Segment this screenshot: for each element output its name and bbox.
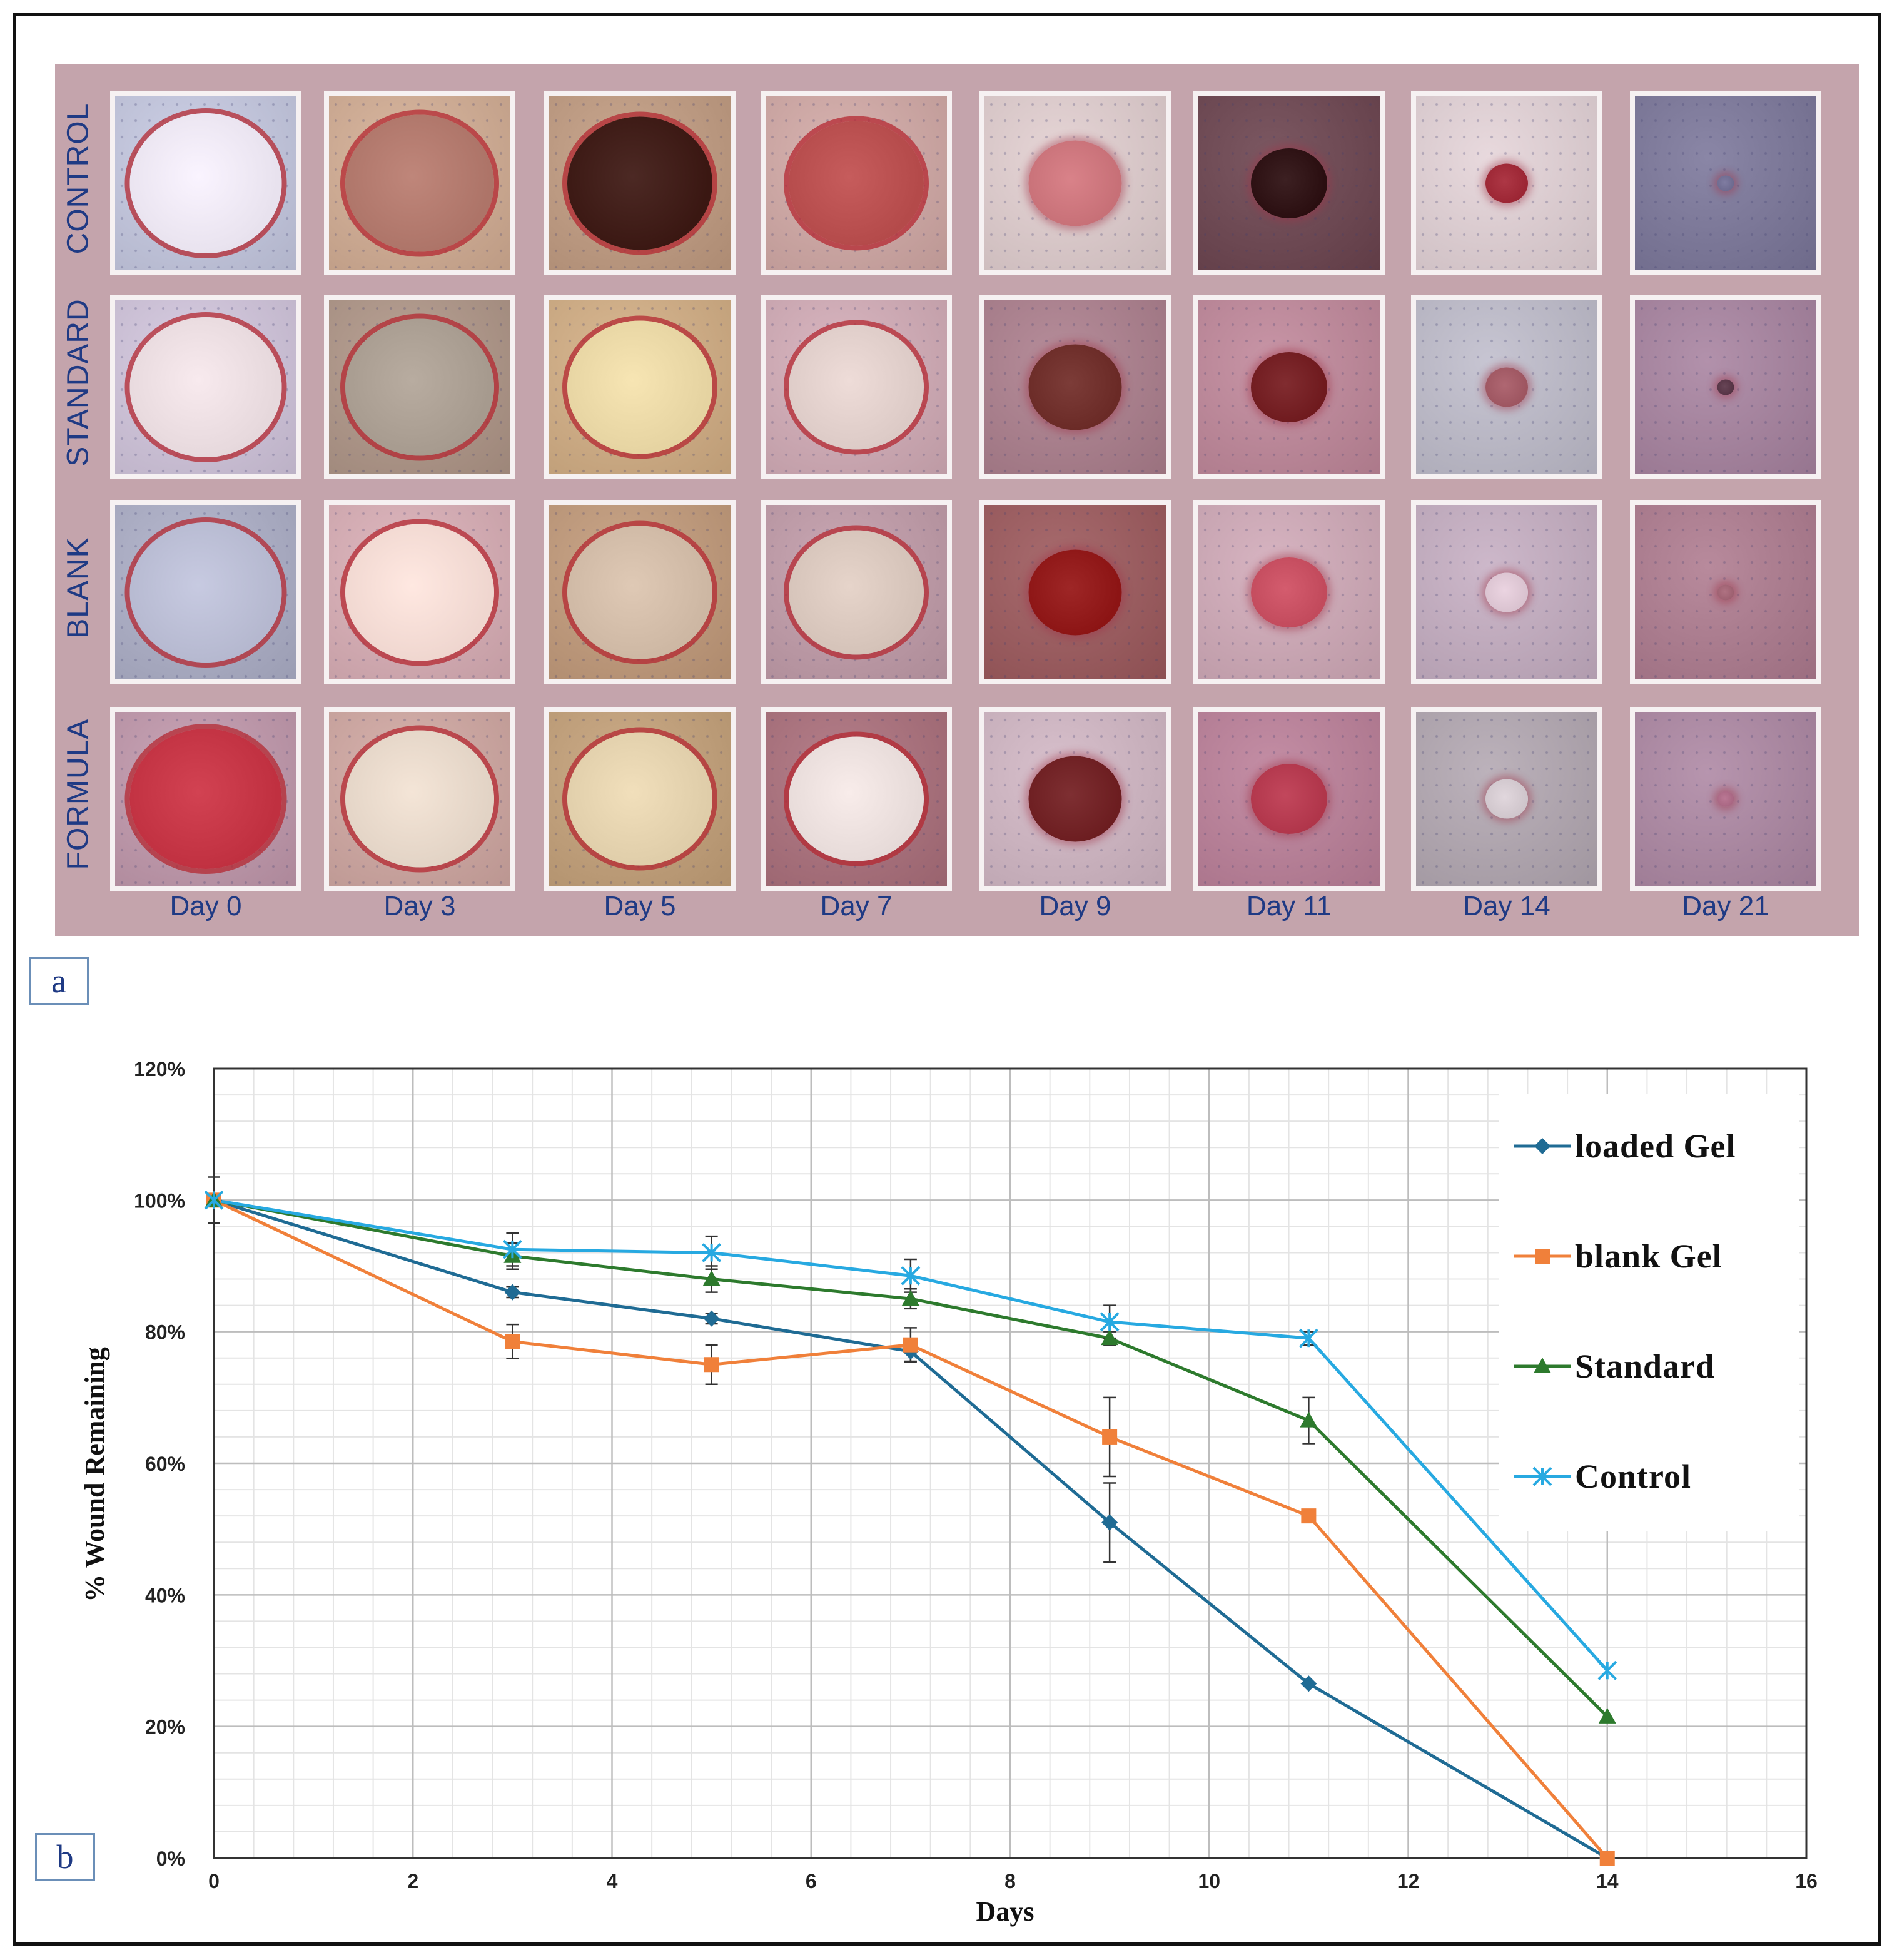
y-tick-label: 0% <box>156 1847 185 1870</box>
wound-photo-standard-day-0 <box>110 295 301 479</box>
day-label-day-0: Day 0 <box>169 891 242 922</box>
wound-photo-standard-day-7 <box>761 295 952 479</box>
wound-photo-standard-day-3 <box>324 295 515 479</box>
legend-marker <box>1535 1249 1550 1264</box>
data-point-loaded-gel <box>1300 1675 1317 1692</box>
wound-photo-formula-day-0 <box>110 707 301 891</box>
wound-photo-control-day-0 <box>110 91 301 275</box>
legend-box <box>1499 1094 1799 1531</box>
data-point-blank-gel <box>1301 1508 1317 1524</box>
day-label-day-14: Day 14 <box>1463 891 1550 922</box>
wound-photo-formula-day-5 <box>544 707 736 891</box>
x-axis-title: Days <box>976 1896 1034 1927</box>
y-tick-label: 20% <box>145 1716 185 1739</box>
wound-photo-standard-day-14 <box>1411 295 1602 479</box>
wound-photo-standard-day-5 <box>544 295 736 479</box>
day-label-day-11: Day 11 <box>1246 891 1332 922</box>
data-point-loaded-gel <box>1101 1514 1118 1531</box>
day-label-day-7: Day 7 <box>820 891 893 922</box>
legend-label: Control <box>1575 1458 1691 1495</box>
x-tick-label: 12 <box>1397 1870 1420 1892</box>
y-tick-label: 120% <box>134 1058 185 1080</box>
wound-photo-blank-day-5 <box>544 500 736 684</box>
wound-photo-blank-day-21 <box>1630 500 1821 684</box>
data-point-blank-gel <box>903 1337 918 1353</box>
wound-photo-formula-day-3 <box>324 707 515 891</box>
wound-photo-control-day-11 <box>1193 91 1385 275</box>
legend-marker <box>1534 1138 1550 1154</box>
data-point-control <box>901 1266 921 1286</box>
data-point-control <box>204 1190 224 1210</box>
wound-photo-control-day-14 <box>1411 91 1602 275</box>
data-point-loaded-gel <box>504 1284 521 1301</box>
legend-label: loaded Gel <box>1575 1127 1736 1165</box>
wound-photo-standard-day-21 <box>1630 295 1821 479</box>
wound-photo-formula-day-14 <box>1411 707 1602 891</box>
x-tick-label: 10 <box>1198 1870 1220 1892</box>
legend-marker <box>1532 1466 1552 1486</box>
wound-photo-formula-day-9 <box>979 707 1171 891</box>
x-tick-label: 0 <box>208 1870 220 1892</box>
wound-photo-blank-day-14 <box>1411 500 1602 684</box>
wound-photo-blank-day-3 <box>324 500 515 684</box>
day-label-day-21: Day 21 <box>1682 891 1769 922</box>
wound-photo-blank-day-0 <box>110 500 301 684</box>
y-tick-label: 40% <box>145 1584 185 1607</box>
legend-label: Standard <box>1575 1348 1715 1385</box>
plot-border <box>213 1067 1808 1859</box>
legend-marker <box>1534 1358 1551 1373</box>
day-label-day-3: Day 3 <box>383 891 456 922</box>
x-tick-label: 8 <box>1004 1870 1016 1892</box>
data-point-standard <box>901 1290 919 1306</box>
y-tick-label: 80% <box>145 1321 185 1344</box>
wound-photo-panel: CONTROL STANDARD BLANK FORMULA Day 0 Day 3 Day… <box>55 64 1859 936</box>
data-point-control <box>502 1239 522 1259</box>
wound-photo-standard-day-9 <box>979 295 1171 479</box>
wound-photo-blank-day-9 <box>979 500 1171 684</box>
data-point-blank-gel <box>1599 1851 1615 1866</box>
y-tick-label: 60% <box>145 1453 185 1475</box>
x-tick-label: 4 <box>607 1870 618 1892</box>
wound-photo-control-day-21 <box>1630 91 1821 275</box>
wound-photo-control-day-3 <box>324 91 515 275</box>
wound-photo-formula-day-7 <box>761 707 952 891</box>
data-point-control <box>1100 1312 1120 1332</box>
data-point-loaded-gel <box>703 1310 720 1327</box>
data-point-control <box>702 1243 722 1262</box>
wound-photo-standard-day-11 <box>1193 295 1385 479</box>
wound-photo-formula-day-21 <box>1630 707 1821 891</box>
x-tick-label: 14 <box>1596 1870 1619 1892</box>
legend-label: blank Gel <box>1575 1237 1722 1275</box>
figure-frame <box>13 13 1881 1946</box>
data-point-control <box>1597 1660 1617 1680</box>
day-label-day-5: Day 5 <box>604 891 676 922</box>
wound-photo-formula-day-11 <box>1193 707 1385 891</box>
wound-photo-blank-day-7 <box>761 500 952 684</box>
y-tick-label: 100% <box>134 1189 185 1212</box>
data-point-standard <box>1101 1329 1119 1346</box>
wound-photo-blank-day-11 <box>1193 500 1385 684</box>
data-point-blank-gel <box>704 1357 719 1373</box>
x-tick-label: 2 <box>407 1870 418 1892</box>
wound-photo-control-day-5 <box>544 91 736 275</box>
data-point-blank-gel <box>505 1334 520 1349</box>
day-label-day-9: Day 9 <box>1039 891 1111 922</box>
x-tick-label: 16 <box>1795 1870 1818 1892</box>
data-point-blank-gel <box>1102 1429 1118 1445</box>
data-point-standard <box>702 1270 721 1286</box>
x-tick-label: 6 <box>806 1870 817 1892</box>
wound-photo-control-day-7 <box>761 91 952 275</box>
data-point-standard <box>1598 1707 1616 1724</box>
data-point-control <box>1298 1328 1318 1348</box>
y-axis-title: % Wound Remaining <box>79 1347 110 1602</box>
panel-b-tag: b <box>35 1833 95 1881</box>
panel-a-tag: a <box>29 957 89 1005</box>
wound-photo-control-day-9 <box>979 91 1171 275</box>
data-point-standard <box>1300 1411 1318 1428</box>
